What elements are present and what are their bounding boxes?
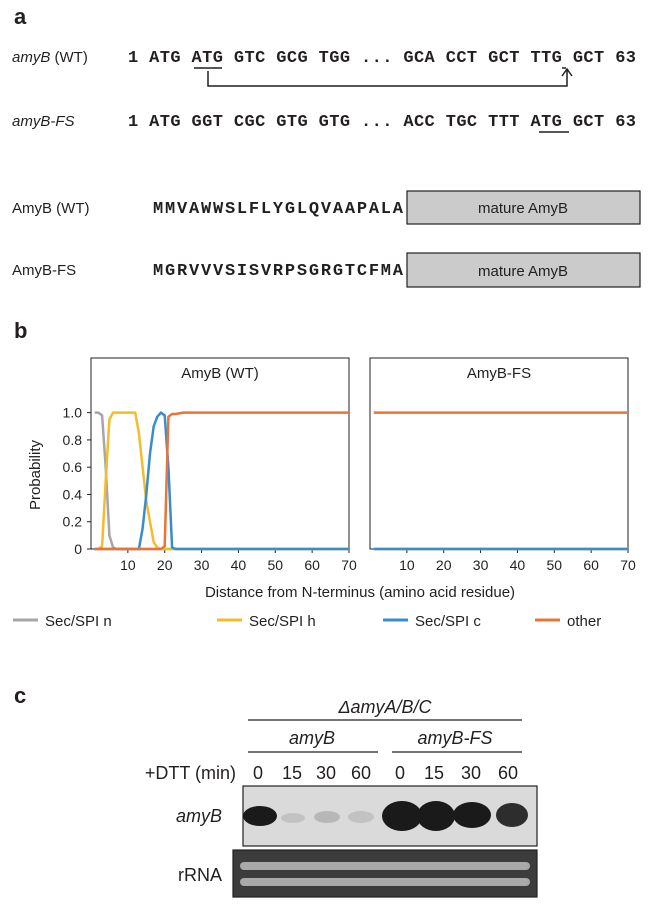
x-tick-label: 20	[436, 557, 452, 573]
signal-peptide: MGRVVVSISVRPSGRGTCFMA	[153, 262, 404, 281]
y-tick-label: 0.8	[63, 432, 83, 448]
legend-label: Sec/SPI c	[415, 613, 481, 630]
series-line	[94, 411, 349, 551]
series-line	[94, 411, 349, 551]
lane-label: 0	[253, 763, 263, 783]
band	[453, 802, 491, 828]
gene-label: amyB (WT)	[12, 49, 88, 66]
band	[348, 811, 374, 823]
rrna-gel	[232, 849, 538, 898]
mature-box	[406, 252, 641, 288]
charts: AmyB (WT) 0 0.2 0.4 0.6 0.8 1.0 10 20 30 40 50 60 70 A…	[63, 357, 636, 573]
x-tick-label: 20	[157, 557, 173, 573]
x-tick-label: 10	[399, 557, 415, 573]
rrna-bands	[240, 862, 530, 886]
legend-label: Sec/SPI h	[249, 613, 316, 630]
gene-label: amyB-FS	[12, 113, 75, 130]
lane-label: 0	[395, 763, 405, 783]
condition-label: +DTT (min)	[145, 763, 236, 783]
x-tick-label: 50	[546, 557, 562, 573]
x-tick-label: 10	[120, 557, 136, 573]
row-label: amyB	[176, 806, 222, 826]
band	[243, 806, 277, 826]
y-tick-label: 0	[74, 541, 82, 557]
x-tick-label: 70	[341, 557, 357, 573]
protein-label: AmyB (WT)	[12, 200, 89, 217]
band	[240, 862, 530, 870]
series-line	[94, 411, 349, 551]
lane-label: 30	[316, 763, 336, 783]
x-axis-label: Distance from N-terminus (amino acid res…	[205, 584, 515, 601]
gene-suffix: (WT)	[55, 49, 88, 66]
y-tick-label: 0.2	[63, 514, 83, 530]
x-tick-label: 70	[620, 557, 636, 573]
x-tick-label: 50	[267, 557, 283, 573]
band	[314, 811, 340, 823]
chart-title: AmyB (WT)	[181, 365, 258, 382]
panel-label: a	[14, 4, 27, 29]
blot-bands	[243, 801, 528, 831]
legend: Sec/SPI n Sec/SPI h Sec/SPI c other	[13, 613, 601, 630]
lane-label: 15	[282, 763, 302, 783]
band	[240, 878, 530, 886]
legend-label: Sec/SPI n	[45, 613, 112, 630]
lane-label: 30	[461, 763, 481, 783]
legend-label: other	[567, 613, 601, 630]
group-label: amyB-FS	[417, 728, 492, 748]
y-axis-label: Probability	[27, 439, 44, 510]
y-tick-label: 0.4	[63, 486, 83, 502]
mature-label: mature AmyB	[478, 200, 568, 217]
chart-title: AmyB-FS	[467, 365, 531, 382]
lane-label: 15	[424, 763, 444, 783]
lane-label: 60	[351, 763, 371, 783]
y-tick-label: 0.6	[63, 459, 83, 475]
band	[496, 803, 528, 827]
x-tick-label: 40	[510, 557, 526, 573]
dna-sequence: 1 ATG GGT CGC GTG GTG ... ACC TGC TTT AT…	[128, 113, 636, 132]
x-tick-label: 30	[473, 557, 489, 573]
group-label: amyB	[289, 728, 335, 748]
lane-label: 60	[498, 763, 518, 783]
panel-label: c	[14, 683, 26, 708]
mature-box	[406, 190, 641, 225]
band	[417, 801, 455, 831]
y-tick-label: 1.0	[63, 405, 83, 421]
series-line	[94, 411, 349, 551]
x-tick-label: 60	[304, 557, 320, 573]
lane-labels: 0 15 30 60 0 15 30 60	[253, 763, 518, 783]
row-label: rRNA	[178, 865, 222, 885]
strain-label: ΔamyA/B/C	[337, 697, 432, 717]
plot-frame	[90, 357, 350, 550]
band	[281, 813, 305, 823]
x-tick-label: 40	[231, 557, 247, 573]
gene-name: amyB	[12, 49, 50, 66]
panel-label: b	[14, 318, 27, 343]
mature-label: mature AmyB	[478, 263, 568, 280]
band	[382, 801, 422, 831]
x-tick-label: 60	[583, 557, 599, 573]
x-tick-label: 30	[194, 557, 210, 573]
dna-sequence: 1 ATG ATG GTC GCG TGG ... GCA CCT GCT TT…	[128, 49, 636, 68]
shift-arrow	[207, 67, 573, 87]
signal-peptide: MMVAWWSLFLYGLQVAAPALA	[153, 200, 404, 219]
plot-frame	[369, 357, 629, 550]
protein-label: AmyB-FS	[12, 262, 76, 279]
